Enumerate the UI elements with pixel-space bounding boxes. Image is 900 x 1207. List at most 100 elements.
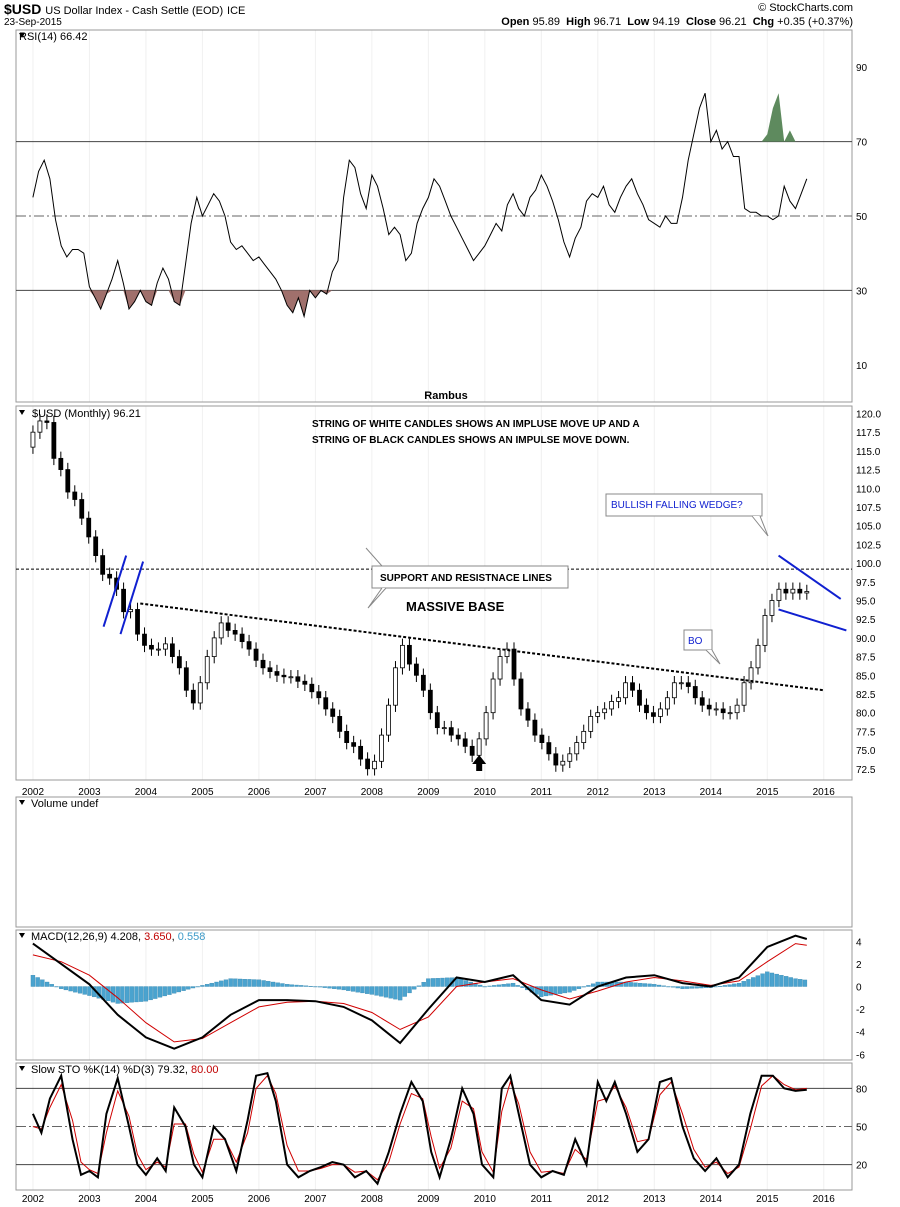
candle-down xyxy=(455,734,461,740)
open-label: Open xyxy=(501,16,530,28)
price-x-tick: 2012 xyxy=(587,787,610,798)
macd-hist-bar xyxy=(383,986,389,998)
macd-hist-bar xyxy=(204,984,210,987)
macd-hist-bar xyxy=(539,986,544,997)
candle-up xyxy=(776,588,782,601)
macd-hist-bar xyxy=(73,986,78,993)
price-y-tick: 77.5 xyxy=(856,727,876,738)
close-value: 96.21 xyxy=(719,16,747,28)
candle-up xyxy=(372,760,377,770)
candle-down xyxy=(358,745,364,760)
high-value: 96.71 xyxy=(593,16,622,28)
macd-hist-bar xyxy=(167,986,172,995)
macd-hist-bar xyxy=(172,986,177,994)
price-y-tick: 117.5 xyxy=(856,428,881,439)
sto-label: Slow STO %K(14) %D(3) 79.32, 80.00 xyxy=(31,1064,219,1076)
macd-hist-bar xyxy=(477,984,483,987)
candle-down xyxy=(44,420,50,423)
candle-down xyxy=(169,643,175,657)
volume-collapse-icon xyxy=(19,800,25,805)
candle-up xyxy=(769,600,775,616)
macd-hist-bar xyxy=(590,983,596,987)
sto-y-tick: 80 xyxy=(856,1084,868,1095)
impulse-annotation-line1: STRING OF WHITE CANDLES SHOWS AN IMPLUSE… xyxy=(312,419,640,430)
base-annotation: MASSIVE BASE xyxy=(406,599,505,614)
candle-up xyxy=(393,667,398,706)
candle-down xyxy=(246,641,252,650)
candle-up xyxy=(483,712,489,740)
macd-hist-bar xyxy=(675,986,680,989)
sto-y-tick: 20 xyxy=(856,1161,868,1172)
candle-up xyxy=(658,708,663,717)
candle-up xyxy=(288,676,294,679)
price-x-tick: 2005 xyxy=(191,787,214,798)
price-y-tick: 87.5 xyxy=(856,653,876,664)
sto-d-value: 80.00 xyxy=(191,1064,219,1076)
candle-down xyxy=(462,738,468,747)
candle-down xyxy=(183,667,189,691)
candle-up xyxy=(441,727,447,730)
candle-up xyxy=(567,753,573,762)
price-x-tick: 2003 xyxy=(78,787,101,798)
macd-y-tick: 0 xyxy=(856,983,862,994)
candle-down xyxy=(135,609,140,635)
wedge-lower-line xyxy=(778,608,847,632)
macd-hist-bar xyxy=(445,977,450,987)
macd-hist-bar xyxy=(548,986,553,996)
macd-hist-bar xyxy=(176,986,182,993)
candle-up xyxy=(741,682,747,706)
candle-down xyxy=(309,683,315,693)
macd-hist-bar xyxy=(755,975,761,987)
macd-hist-bar xyxy=(572,986,577,991)
macd-hist-bar xyxy=(327,986,332,989)
price-x-tick: 2006 xyxy=(248,787,271,798)
candle-down xyxy=(685,682,691,687)
bo-callout-box xyxy=(683,629,713,651)
candle-up xyxy=(476,738,482,756)
candle-up xyxy=(504,648,510,657)
candle-up xyxy=(400,644,405,669)
credit: © StockCharts.com xyxy=(758,2,853,14)
candle-down xyxy=(107,573,113,579)
candle-down xyxy=(302,680,308,685)
macd-hist-bar xyxy=(313,986,318,988)
rsi-y-tick: 10 xyxy=(856,361,868,372)
rsi-y-tick: 90 xyxy=(856,63,868,74)
price-x-tick: 2010 xyxy=(474,787,497,798)
support-callout-pointer xyxy=(367,587,387,609)
candle-down xyxy=(699,697,705,706)
rsi-label: RSI(14) 66.42 xyxy=(19,31,87,43)
candle-down xyxy=(274,671,280,676)
macd-hist-bar xyxy=(694,986,699,989)
macd-hist-bar xyxy=(134,986,139,1003)
candle-down xyxy=(546,742,552,755)
macd-hist-bar xyxy=(515,985,520,987)
macd-hist-bar xyxy=(586,985,591,987)
macd-y-tick: 2 xyxy=(856,960,862,971)
price-x-tick: 2011 xyxy=(531,787,553,798)
candle-down xyxy=(511,648,517,680)
macd-hist-bar xyxy=(407,986,412,994)
price-y-tick: 105.0 xyxy=(856,522,881,533)
price-y-tick: 75.0 xyxy=(856,746,876,757)
macd-hist-bar xyxy=(322,986,327,988)
candle-down xyxy=(344,730,350,744)
macd-hist-bar xyxy=(317,986,323,988)
macd-hist-bar xyxy=(129,986,134,1003)
macd-hist-bar xyxy=(153,986,158,999)
price-y-tick: 112.5 xyxy=(856,466,881,477)
candle-down xyxy=(797,588,803,594)
macd-hist-bar xyxy=(562,986,568,994)
sto-d-line xyxy=(32,1074,807,1181)
chg-label: Chg xyxy=(752,16,775,28)
wedge-callout-box xyxy=(605,493,763,517)
sto-x-tick: 2008 xyxy=(361,1194,384,1205)
macd-hist-bar xyxy=(652,984,657,987)
candle-down xyxy=(518,678,524,710)
candle-down xyxy=(330,708,336,717)
macd-hist-bar xyxy=(63,986,69,991)
symbol-header: $USD US Dollar Index - Cash Settle (EOD)… xyxy=(4,1,245,17)
macd-y-tick: 4 xyxy=(856,937,862,948)
macd-hist-bar xyxy=(765,971,770,987)
price-y-tick: 92.5 xyxy=(856,615,876,626)
